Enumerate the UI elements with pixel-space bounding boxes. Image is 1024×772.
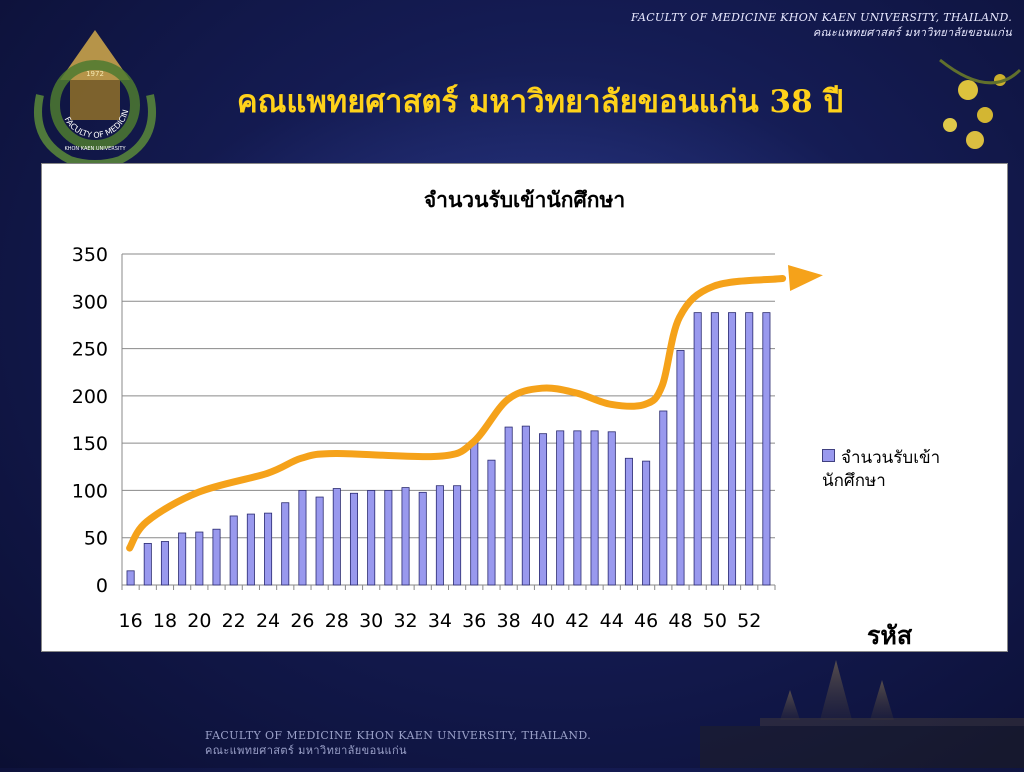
bar xyxy=(590,430,599,586)
x-tick-label: 16 xyxy=(118,610,142,632)
bar xyxy=(229,515,238,586)
bar xyxy=(298,490,307,586)
bar xyxy=(607,431,616,586)
bar xyxy=(315,496,324,586)
bar xyxy=(453,485,462,586)
bar xyxy=(470,441,479,586)
header-english: FACULTY OF MEDICINE KHON KAEN UNIVERSITY… xyxy=(630,11,1012,24)
x-tick-label: 28 xyxy=(325,610,349,632)
bar xyxy=(435,485,444,586)
bar xyxy=(624,457,633,586)
flower-decoration xyxy=(939,58,1022,149)
x-tick-label: 40 xyxy=(531,610,555,632)
legend-swatch xyxy=(822,449,835,462)
temple-silhouette xyxy=(700,660,1024,768)
y-tick-label: 300 xyxy=(72,291,108,313)
bar xyxy=(693,312,702,586)
bar xyxy=(160,541,169,586)
x-tick-label: 24 xyxy=(256,610,280,632)
bar xyxy=(143,542,152,586)
slide-title: คณแพทยศาสตร์ มหาวิทยาลัยขอนแก่น 38 ปี xyxy=(236,84,844,120)
x-tick-label: 52 xyxy=(737,610,761,632)
header-thai: คณะแพทยศาสตร์ มหาวิทยาลัยขอนแก่น xyxy=(812,26,1012,39)
chart-panel: จำนวนรับเข้านักศึกษา 0 50 100 150 200 250 300 3… xyxy=(41,163,1008,652)
chart-title: จำนวนรับเข้านักศึกษา xyxy=(423,188,626,212)
bar xyxy=(504,426,513,586)
x-tick-label: 36 xyxy=(462,610,486,632)
footer-thai: คณะแพทยศาสตร์ มหาวิทยาลัยขอนแก่น xyxy=(205,744,407,757)
footer-english: FACULTY OF MEDICINE KHON KAEN UNIVERSITY… xyxy=(205,729,592,742)
legend-label: จำนวนรับเข้านักศึกษา xyxy=(822,448,941,491)
bar xyxy=(349,492,358,586)
bar xyxy=(332,488,341,586)
bar xyxy=(487,459,496,586)
x-tick-label: 32 xyxy=(393,610,417,632)
bar xyxy=(195,531,204,586)
x-axis-label: รหัส xyxy=(867,621,913,650)
x-tick-label: 26 xyxy=(290,610,314,632)
x-tick-label: 46 xyxy=(634,610,658,632)
chart-legend: จำนวนรับเข้านักศึกษา xyxy=(822,447,992,493)
y-tick-label: 0 xyxy=(96,575,108,597)
bar xyxy=(212,528,221,586)
bar-chart: 0 50 100 150 200 250 300 350 16 18 20 22 24 26 28 30 32 3… xyxy=(72,244,776,632)
bar xyxy=(728,312,737,586)
footer-text: FACULTY OF MEDICINE KHON KAEN UNIVERSITY… xyxy=(205,728,591,758)
x-tick-label: 30 xyxy=(359,610,383,632)
x-tick-label: 38 xyxy=(497,610,521,632)
bar xyxy=(745,312,754,586)
bar xyxy=(367,490,376,586)
bar xyxy=(642,460,651,586)
bar xyxy=(264,512,273,586)
y-tick-label: 200 xyxy=(72,386,108,408)
bar xyxy=(126,570,135,586)
bar xyxy=(556,430,565,586)
bar xyxy=(676,350,685,586)
y-tick-label: 250 xyxy=(72,339,108,361)
y-tick-label: 350 xyxy=(72,244,108,266)
x-tick-label: 44 xyxy=(600,610,624,632)
x-tick-label: 50 xyxy=(703,610,727,632)
bar xyxy=(710,312,719,586)
y-tick-label: 100 xyxy=(72,480,108,502)
bar xyxy=(281,502,290,586)
x-tick-label: 48 xyxy=(668,610,692,632)
bar xyxy=(384,490,393,586)
bar xyxy=(246,513,255,586)
bar xyxy=(539,433,548,586)
bar xyxy=(418,491,427,586)
x-tick-label: 34 xyxy=(428,610,452,632)
x-tick-label: 22 xyxy=(222,610,246,632)
bar xyxy=(178,532,187,586)
bar xyxy=(401,487,410,586)
bar xyxy=(762,312,771,586)
bar xyxy=(573,430,582,586)
bar xyxy=(521,425,530,586)
y-tick-label: 50 xyxy=(84,528,108,550)
bar xyxy=(659,410,668,586)
y-tick-label: 150 xyxy=(72,433,108,455)
x-tick-label: 42 xyxy=(565,610,589,632)
x-tick-label: 18 xyxy=(153,610,177,632)
header-text: FACULTY OF MEDICINE KHON KAEN UNIVERSITY… xyxy=(631,10,1012,40)
x-tick-label: 20 xyxy=(187,610,211,632)
